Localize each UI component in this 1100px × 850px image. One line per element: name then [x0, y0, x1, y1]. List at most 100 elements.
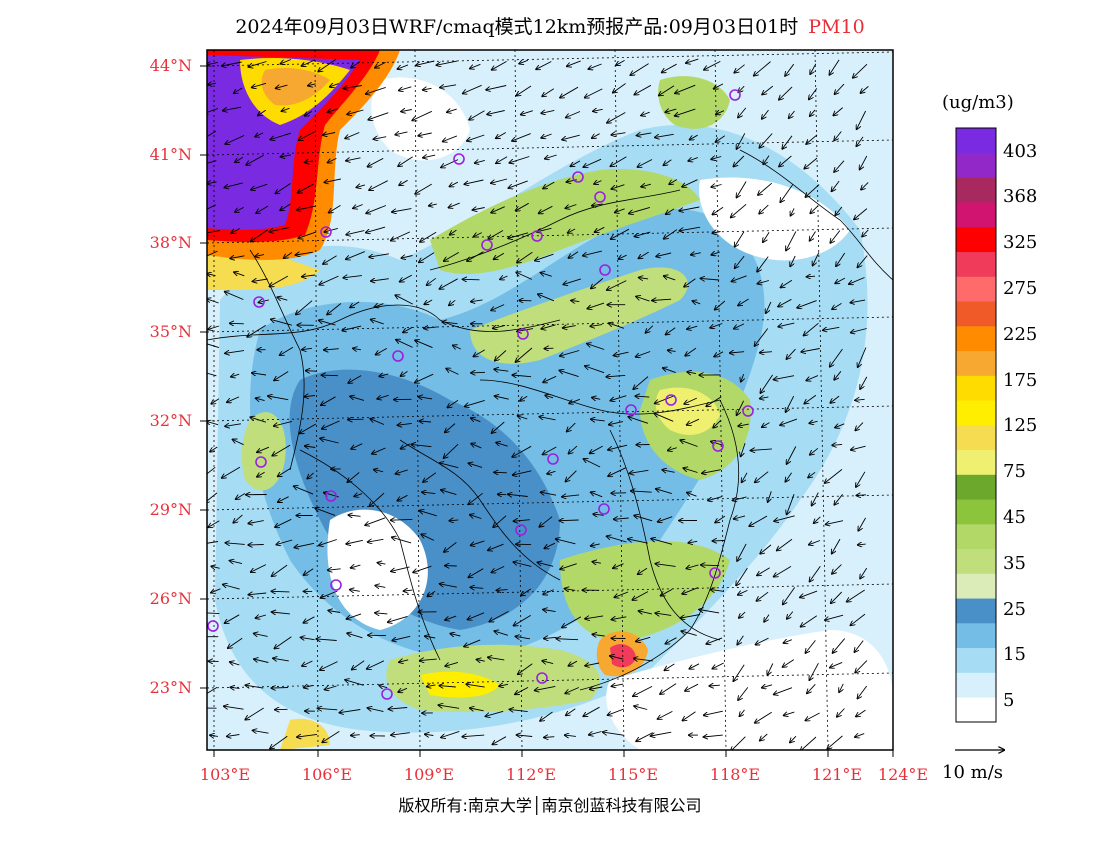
wind-arrow	[517, 735, 533, 737]
wind-arrow	[439, 686, 456, 687]
wind-arrow	[471, 418, 481, 422]
wind-arrow	[391, 519, 413, 520]
wind-arrow	[738, 298, 749, 306]
wind-arrow	[855, 399, 865, 400]
wind-arrow	[639, 278, 649, 279]
wind-arrow	[713, 420, 721, 428]
wind-arrow	[585, 663, 600, 666]
wind-arrow	[682, 179, 698, 187]
wind-arrow	[469, 463, 483, 468]
wind-arrow	[592, 398, 601, 400]
wind-arrow	[304, 686, 313, 688]
wind-arrow	[371, 279, 389, 281]
wind-arrow	[760, 397, 769, 399]
wind-arrow	[539, 417, 556, 421]
wind-arrow	[444, 542, 457, 552]
wind-arrow	[858, 517, 866, 531]
colorbar-label: 75	[1003, 461, 1026, 482]
wind-arrow	[780, 184, 794, 203]
lat-label: 26°N	[149, 589, 192, 608]
wind-arrow	[258, 109, 266, 115]
wind-arrow	[686, 564, 699, 569]
wind-arrow	[508, 494, 528, 496]
wind-arrow	[779, 155, 792, 167]
wind-arrow	[639, 611, 652, 614]
wind-arrow	[706, 396, 722, 407]
wind-arrow	[412, 110, 432, 120]
wind-arrow	[785, 472, 792, 482]
wind-arrow	[856, 495, 867, 496]
wind-arrow	[713, 540, 725, 541]
wind-arrow	[860, 155, 868, 170]
lat-label: 23°N	[149, 678, 192, 697]
wind-arrow	[589, 731, 602, 735]
wind-arrow	[325, 685, 337, 690]
wind-arrow	[254, 659, 269, 663]
wind-arrow	[666, 208, 675, 214]
wind-arrow	[440, 584, 457, 588]
wind-arrow	[517, 251, 533, 263]
wind-arrow	[535, 253, 554, 260]
wind-arrow	[659, 85, 675, 96]
wind-arrow	[328, 157, 337, 162]
wind-arrow	[731, 203, 747, 217]
wind-arrow	[224, 182, 243, 188]
wind-arrow	[222, 466, 241, 478]
wind-arrow	[613, 83, 626, 93]
wind-arrow	[634, 516, 653, 522]
wind-arrow	[544, 737, 555, 738]
wind-arrow	[445, 661, 459, 666]
wind-arrow	[757, 591, 769, 601]
wind-arrow	[211, 588, 221, 593]
wind-arrow	[421, 534, 435, 541]
wind-arrow	[569, 445, 578, 454]
wind-arrow	[302, 59, 316, 66]
wind-arrow	[741, 374, 744, 382]
wind-arrow	[270, 132, 291, 139]
wind-arrow	[346, 251, 365, 260]
wind-arrow	[668, 448, 677, 451]
wind-arrow	[248, 545, 264, 546]
wind-arrow	[353, 204, 363, 209]
wind-arrow	[444, 443, 459, 458]
colorbar-swatch	[956, 276, 996, 302]
wind-arrow	[738, 687, 749, 700]
wind-arrow	[632, 591, 649, 600]
wind-arrow	[786, 348, 796, 359]
wind-arrow	[712, 206, 724, 214]
wind-arrow	[352, 660, 365, 670]
wind-arrow	[614, 591, 629, 597]
wind-arrow	[271, 591, 290, 592]
wind-arrow	[641, 184, 652, 187]
wind-arrow	[519, 60, 528, 63]
wind-arrow	[423, 155, 436, 158]
wind-arrow	[591, 419, 605, 421]
wind-arrow	[308, 84, 316, 86]
wind-arrow	[854, 640, 864, 653]
wind-arrow	[348, 375, 362, 383]
wind-arrow	[274, 420, 293, 426]
wind-arrow	[861, 182, 869, 189]
wind-arrow	[689, 663, 700, 669]
station-marker	[453, 153, 465, 165]
wind-arrow	[496, 132, 507, 139]
station-marker	[531, 230, 543, 242]
wind-arrow	[277, 297, 288, 300]
wind-arrow	[466, 684, 485, 687]
wind-arrow	[223, 106, 242, 110]
wind-arrow	[271, 688, 289, 689]
wind-arrow	[545, 395, 554, 398]
wind-arrow	[701, 565, 720, 566]
wind-arrow	[322, 420, 340, 429]
wind-arrow	[420, 659, 437, 661]
wind-arrow	[225, 424, 241, 427]
wind-arrow	[280, 203, 291, 210]
wind-arrow	[253, 279, 268, 281]
wind-arrow	[834, 160, 845, 172]
wind-arrow	[590, 445, 603, 453]
wind-arrow	[706, 637, 723, 644]
wind-arrow	[391, 733, 410, 735]
wind-arrow	[858, 255, 868, 268]
wind-arrow	[369, 180, 388, 190]
wind-arrow	[491, 206, 505, 213]
